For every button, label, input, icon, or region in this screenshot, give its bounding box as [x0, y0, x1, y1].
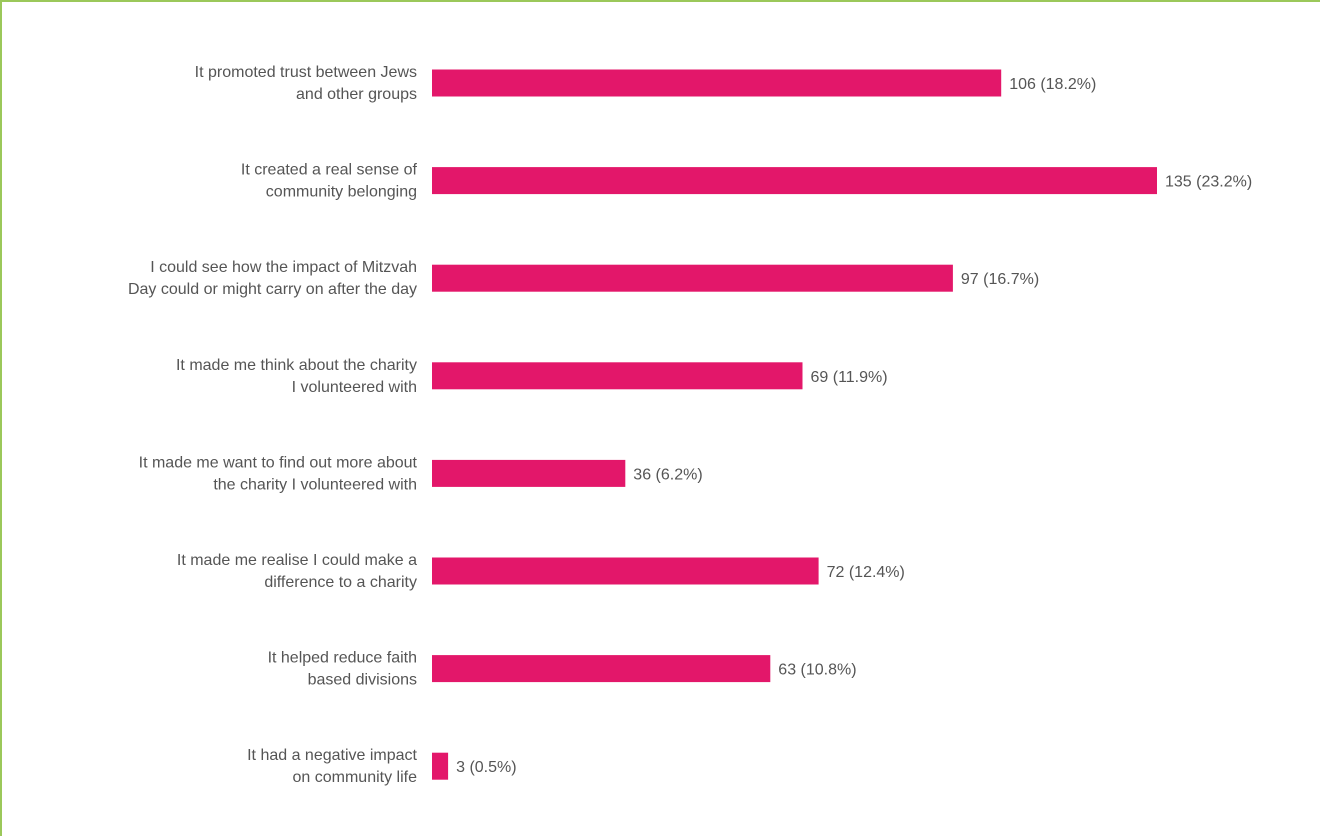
value-label: 97 (16.7%)	[961, 271, 1039, 288]
bar	[432, 557, 819, 585]
category-label-line: I could see how the impact of Mitzvah	[150, 259, 417, 276]
value-label: 69 (11.9%)	[811, 369, 888, 386]
category-label-line: It made me realise I could make a	[177, 552, 417, 569]
bar	[432, 69, 1002, 97]
category-label-line: and other groups	[296, 86, 417, 103]
value-label: 3 (0.5%)	[456, 759, 516, 776]
category-label: It helped reduce faith based divisions	[268, 650, 417, 689]
bar	[432, 459, 626, 487]
category-label-line: I volunteered with	[292, 379, 417, 396]
category-label-line: based divisions	[308, 672, 417, 689]
category-label-line: It created a real sense of	[241, 162, 418, 179]
category-label-line: the charity I volunteered with	[213, 476, 417, 493]
bar	[432, 362, 803, 390]
category-label: It made me realise I could make a differe…	[177, 552, 417, 591]
category-label-line: difference to a charity	[264, 574, 417, 591]
bar	[432, 167, 1157, 195]
category-label-line: It had a negative impact	[247, 747, 417, 764]
bar	[432, 264, 953, 292]
value-label: 63 (10.8%)	[778, 662, 856, 679]
category-label-line: It made me think about the charity	[176, 357, 417, 374]
category-label: It made me want to find out more about th…	[139, 454, 418, 493]
category-label-line: It helped reduce faith	[268, 650, 417, 667]
value-label: 106 (18.2%)	[1009, 76, 1096, 93]
category-label: It promoted trust between Jews and other …	[195, 64, 417, 103]
bar	[432, 752, 449, 780]
value-label: 72 (12.4%)	[827, 564, 905, 581]
category-label: It made me think about the charity I volu…	[176, 357, 417, 396]
category-label-line: on community life	[293, 769, 418, 786]
category-label: I could see how the impact of Mitzvah Day…	[128, 259, 417, 298]
value-label: 135 (23.2%)	[1165, 174, 1252, 191]
category-label: It had a negative impact on community lif…	[247, 747, 417, 786]
category-label-line: It promoted trust between Jews	[195, 64, 417, 81]
value-label: 36 (6.2%)	[633, 466, 702, 483]
category-label-line: It made me want to find out more about	[139, 454, 418, 471]
category-label-line: community belonging	[266, 184, 417, 201]
bar	[432, 655, 771, 683]
category-label-line: Day could or might carry on after the da…	[128, 281, 417, 298]
category-label: It created a real sense of community belo…	[241, 162, 418, 201]
